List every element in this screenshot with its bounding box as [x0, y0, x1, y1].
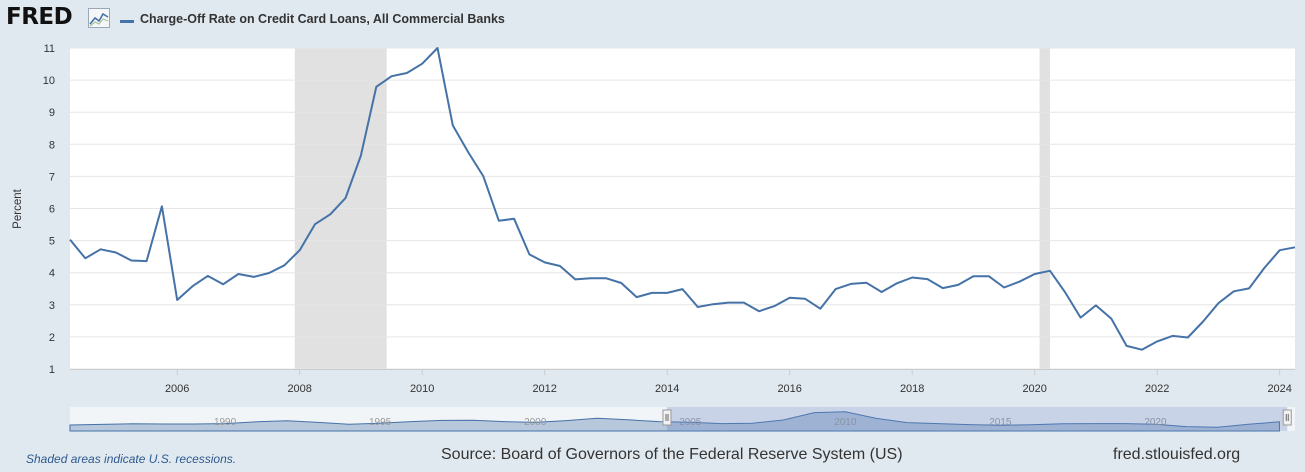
navigator-tick-label: 2000 — [524, 417, 547, 428]
navigator-tick-label: 2010 — [834, 417, 857, 428]
site-link[interactable]: fred.stlouisfed.org — [1113, 446, 1241, 463]
x-axis: 2006 2008 2010 2012 2014 2016 2018 2020 2022 2024 — [70, 369, 1295, 395]
range-navigator[interactable]: 1990 1995 2000 2005 2010 2015 2020 — [69, 407, 1295, 432]
x-tick-label: 2006 — [165, 383, 189, 395]
series-line[interactable] — [69, 47, 1296, 351]
y-tick-label: 7 — [49, 171, 55, 183]
handle-body[interactable] — [1282, 409, 1292, 426]
y-tick-label: 2 — [49, 332, 55, 344]
legend-swatch — [120, 20, 134, 23]
y-tick-label: 10 — [43, 75, 55, 87]
y-axis-label: Percent — [12, 188, 24, 228]
handle-body[interactable] — [662, 409, 672, 426]
navigator-tick-label: 2015 — [989, 417, 1012, 428]
chart-header: FRED Charge-Off Rate on Credit Card Loan… — [6, 4, 1296, 34]
legend-label: Charge-Off Rate on Credit Card Loans, Al… — [140, 12, 505, 26]
series-layer[interactable] — [69, 47, 1296, 351]
navigator-tick-label: 2005 — [679, 417, 702, 428]
navigator-tick-label: 1995 — [369, 417, 392, 428]
y-tick-label: 6 — [49, 204, 55, 216]
navigator-right-handle[interactable] — [1282, 409, 1292, 426]
y-tick-label: 11 — [44, 43, 55, 55]
x-tick-label: 2024 — [1267, 383, 1291, 395]
y-tick-label: 5 — [49, 236, 55, 248]
x-tick-label: 2022 — [1145, 383, 1169, 395]
navigator-tick-label: 1990 — [214, 417, 237, 428]
x-tick-label: 2020 — [1022, 383, 1046, 395]
x-tick-label: 2018 — [900, 383, 924, 395]
x-tick-label: 2008 — [287, 383, 311, 395]
line-chart-icon — [88, 8, 110, 28]
y-tick-label: 8 — [49, 139, 55, 151]
y-tick-label: 4 — [49, 268, 55, 280]
navigator-tick-label: 2020 — [1144, 417, 1167, 428]
x-tick-label: 2016 — [777, 383, 801, 395]
navigator-series — [69, 411, 1281, 432]
x-tick-label: 2012 — [532, 383, 556, 395]
recession-note: Shaded areas indicate U.S. recessions. — [26, 452, 237, 466]
x-tick-label: 2010 — [410, 383, 434, 395]
fred-logo[interactable]: FRED — [6, 4, 73, 30]
source-text: Source: Board of Governors of the Federa… — [441, 446, 903, 463]
navigator-selection[interactable] — [666, 407, 1288, 431]
y-tick-label: 3 — [49, 300, 55, 312]
x-tick-label: 2014 — [655, 383, 679, 395]
y-axis: 1 2 3 4 5 6 7 8 9 10 11 — [43, 43, 55, 376]
navigator-left-handle[interactable] — [662, 409, 672, 426]
y-tick-label: 9 — [49, 107, 55, 119]
y-tick-label: 1 — [49, 364, 55, 376]
